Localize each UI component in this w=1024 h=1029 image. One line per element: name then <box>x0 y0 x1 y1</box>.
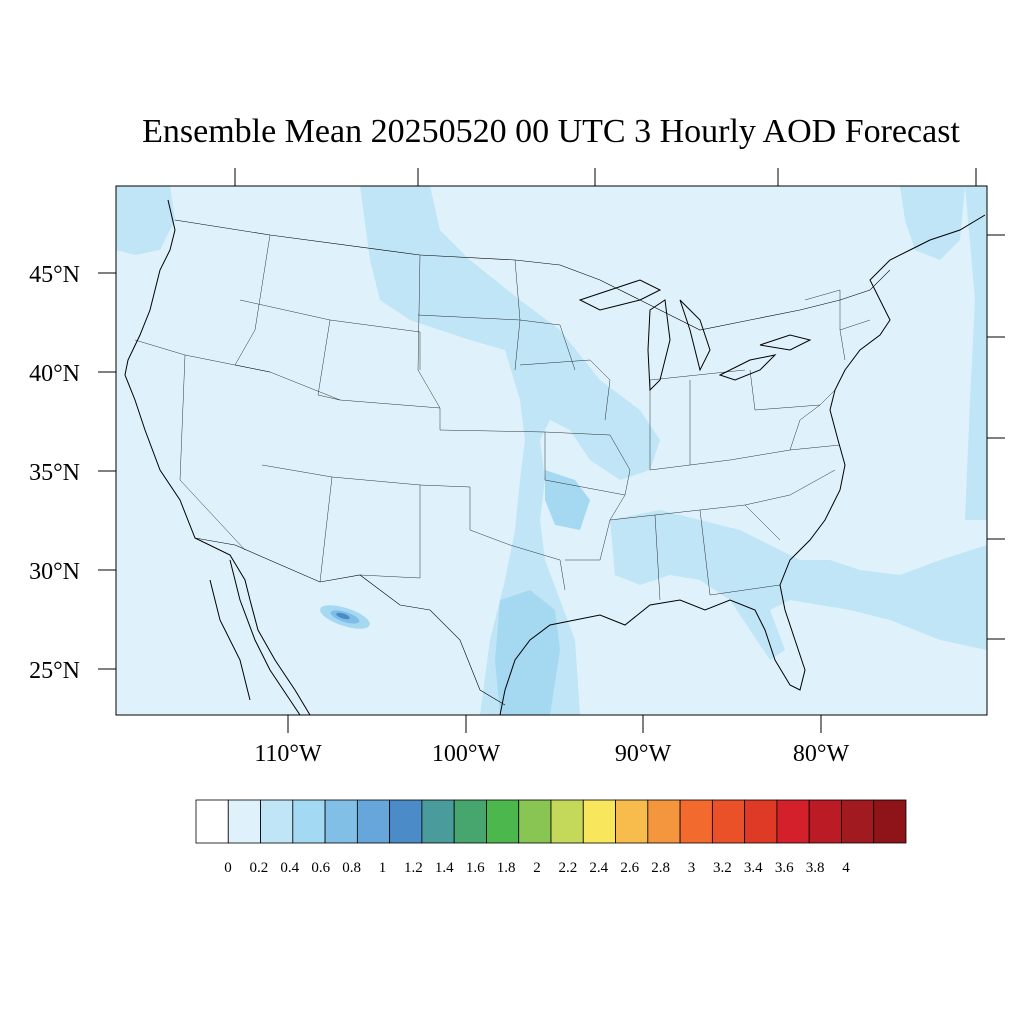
figure-title: Ensemble Mean 20250520 00 UTC 3 Hourly A… <box>142 113 960 150</box>
colorbar-tick-label: 0.2 <box>250 860 269 876</box>
us-mexico-border <box>194 537 506 706</box>
longitude-label: 80°W <box>793 741 850 767</box>
colorbar-swatch <box>518 799 552 844</box>
latitude-labels: 45°N 40°N 35°N 30°N 25°N <box>29 262 80 684</box>
colorbar-tick-label: 0.8 <box>342 860 361 876</box>
colorbar-swatch <box>808 799 842 844</box>
aod-plume-northern-plains <box>360 186 660 715</box>
colorbar-swatch <box>582 799 616 844</box>
colorbar-tick-label: 1 <box>379 860 387 876</box>
colorbar-tick-label: 2.6 <box>620 860 639 876</box>
aod-band-northwest <box>116 186 175 255</box>
colorbar-tick-label: 3.4 <box>744 860 763 876</box>
colorbar-tick-label: 1.8 <box>497 860 516 876</box>
colorbar-tick-label: 1.2 <box>404 860 423 876</box>
colorbar-swatch <box>711 799 746 844</box>
colorbar-labels: 0 0.2 0.4 0.6 0.8 1 1.2 1.4 1.6 1.8 2 2.2 2.4 2.6 2.8 3… <box>224 860 850 876</box>
colorbar-tick-label: 2.8 <box>651 860 670 876</box>
map-frame <box>115 185 988 716</box>
coastline-mexico <box>209 559 301 715</box>
colorbar-swatch <box>453 799 487 844</box>
colorbar <box>195 799 907 844</box>
longitude-labels: 110°W 100°W 90°W 80°W <box>254 741 849 767</box>
aod-patch-texas <box>545 470 590 530</box>
left-ticks <box>98 272 116 670</box>
latitude-label: 45°N <box>29 262 80 288</box>
latitude-label: 40°N <box>29 361 80 387</box>
colorbar-swatch <box>227 799 261 844</box>
colorbar-swatch <box>776 799 810 844</box>
latitude-label: 25°N <box>29 658 80 684</box>
colorbar-swatch <box>260 799 294 844</box>
bottom-ticks <box>287 715 822 733</box>
colorbar-tick-label: 1.4 <box>435 860 454 876</box>
top-ticks <box>234 168 977 186</box>
longitude-label: 110°W <box>254 741 322 767</box>
aod-band-great-lakes <box>900 186 965 260</box>
aod-hotspot-mexico-core <box>336 612 350 620</box>
longitude-label: 100°W <box>432 741 501 767</box>
aod-band-east-coast <box>965 186 987 520</box>
colorbar-tick-label: 3.2 <box>713 860 732 876</box>
colorbar-swatch <box>292 799 326 844</box>
colorbar-swatch <box>389 799 423 844</box>
colorbar-swatch <box>873 799 907 844</box>
colorbar-tick-label: 2.2 <box>559 860 578 876</box>
longitude-label: 90°W <box>615 741 672 767</box>
colorbar-tick-label: 3.8 <box>806 860 825 876</box>
map-panel <box>116 186 987 715</box>
colorbar-tick-label: 2 <box>533 860 541 876</box>
colorbar-swatch <box>324 799 358 844</box>
latitude-label: 35°N <box>29 460 80 486</box>
colorbar-swatch <box>195 799 229 844</box>
colorbar-tick-label: 3.6 <box>775 860 794 876</box>
colorbar-swatch <box>679 799 713 844</box>
colorbar-swatch <box>356 799 391 844</box>
colorbar-tick-label: 0.6 <box>311 860 330 876</box>
latitude-label: 30°N <box>29 559 80 585</box>
coastline-us-outline <box>124 199 986 715</box>
colorbar-swatch <box>841 799 875 844</box>
colorbar-tick-label: 4 <box>842 860 850 876</box>
colorbar-tick-label: 0 <box>224 860 232 876</box>
colorbar-swatch <box>421 799 455 844</box>
right-ticks <box>987 234 1005 640</box>
colorbar-swatch <box>486 799 520 844</box>
colorbar-tick-label: 0.4 <box>280 860 299 876</box>
colorbar-swatch <box>744 799 778 844</box>
colorbar-swatch <box>550 799 584 844</box>
aod-core-south-central <box>495 590 560 715</box>
colorbar-swatch <box>615 799 649 844</box>
colorbar-tick-label: 1.6 <box>466 860 485 876</box>
colorbar-tick-label: 3 <box>688 860 696 876</box>
colorbar-swatch <box>647 799 681 844</box>
colorbar-tick-label: 2.4 <box>589 860 608 876</box>
state-borders <box>134 234 871 601</box>
great-lakes <box>578 279 812 392</box>
